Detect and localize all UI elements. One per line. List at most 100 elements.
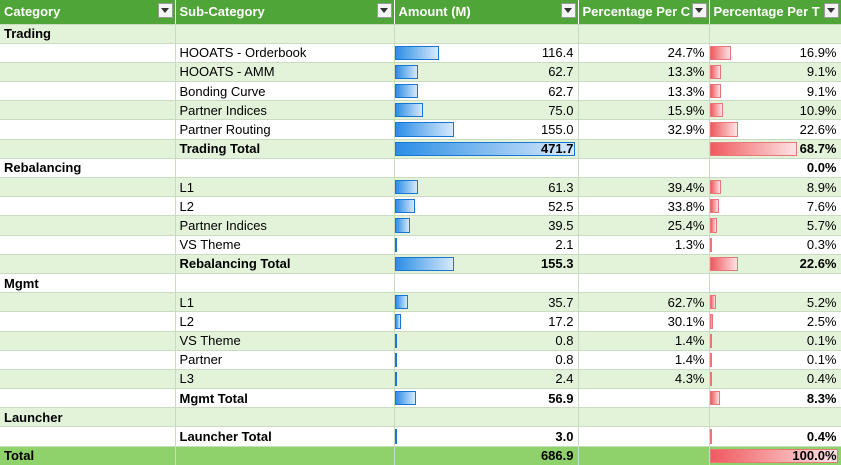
cell-percentage-per-total[interactable] (709, 407, 841, 428)
cell-category[interactable]: Rebalancing (0, 158, 176, 179)
cell-percentage-per-total[interactable]: 0.0% (709, 158, 841, 179)
cell-amount[interactable] (394, 407, 579, 428)
cell-amount[interactable]: 0.8 (394, 331, 579, 351)
cell-category[interactable] (0, 350, 176, 370)
column-header-sub-category[interactable]: Sub-Category (175, 0, 395, 25)
cell-sub-category[interactable] (175, 273, 395, 294)
cell-percentage-per-category[interactable]: 15.9% (578, 100, 710, 121)
cell-category[interactable]: Launcher (0, 407, 176, 428)
cell-percentage-per-category[interactable] (578, 273, 710, 294)
cell-sub-category[interactable]: HOOATS - AMM (175, 62, 395, 83)
cell-percentage-per-total[interactable]: 5.7% (709, 215, 841, 236)
cell-category[interactable] (0, 177, 176, 198)
cell-category[interactable] (0, 235, 176, 255)
cell-amount[interactable]: 17.2 (394, 311, 579, 332)
cell-sub-category[interactable]: VS Theme (175, 235, 395, 255)
cell-percentage-per-category[interactable] (578, 254, 710, 274)
cell-amount[interactable]: 0.8 (394, 350, 579, 370)
cell-percentage-per-total[interactable]: 5.2% (709, 292, 841, 313)
cell-sub-category[interactable]: L2 (175, 311, 395, 332)
cell-amount[interactable]: 35.7 (394, 292, 579, 313)
cell-category[interactable] (0, 292, 176, 313)
cell-category[interactable] (0, 119, 176, 140)
cell-percentage-per-total[interactable]: 100.0% (709, 446, 841, 465)
cell-percentage-per-category[interactable]: 1.3% (578, 235, 710, 255)
cell-amount[interactable]: 471.7 (394, 139, 579, 159)
cell-amount[interactable]: 62.7 (394, 81, 579, 102)
filter-dropdown-icon[interactable] (157, 3, 173, 18)
column-header-percentage-per-category[interactable]: Percentage Per C (578, 0, 710, 25)
cell-percentage-per-category[interactable]: 39.4% (578, 177, 710, 198)
cell-category[interactable] (0, 331, 176, 351)
cell-sub-category[interactable] (175, 407, 395, 428)
cell-percentage-per-total[interactable]: 16.9% (709, 43, 841, 63)
cell-sub-category[interactable] (175, 446, 395, 465)
cell-percentage-per-category[interactable]: 62.7% (578, 292, 710, 313)
cell-amount[interactable]: 62.7 (394, 62, 579, 83)
cell-percentage-per-total[interactable]: 7.6% (709, 196, 841, 217)
column-header-category[interactable]: Category (0, 0, 176, 25)
cell-sub-category[interactable]: Partner Indices (175, 100, 395, 121)
cell-amount[interactable]: 52.5 (394, 196, 579, 217)
cell-percentage-per-total[interactable]: 0.1% (709, 350, 841, 370)
filter-dropdown-icon[interactable] (823, 3, 839, 18)
cell-sub-category[interactable]: Mgmt Total (175, 388, 395, 409)
cell-percentage-per-category[interactable] (578, 24, 710, 44)
cell-percentage-per-total[interactable]: 22.6% (709, 254, 841, 274)
cell-amount[interactable]: 155.0 (394, 119, 579, 140)
cell-sub-category[interactable]: Partner Indices (175, 215, 395, 236)
cell-sub-category[interactable]: Rebalancing Total (175, 254, 395, 274)
cell-percentage-per-total[interactable]: 0.4% (709, 369, 841, 390)
cell-percentage-per-category[interactable]: 24.7% (578, 43, 710, 63)
cell-amount[interactable]: 3.0 (394, 426, 579, 447)
cell-amount[interactable]: 686.9 (394, 446, 579, 465)
cell-amount[interactable]: 61.3 (394, 177, 579, 198)
cell-category[interactable] (0, 196, 176, 217)
cell-percentage-per-category[interactable]: 13.3% (578, 62, 710, 83)
cell-percentage-per-category[interactable] (578, 426, 710, 447)
cell-percentage-per-category[interactable] (578, 446, 710, 465)
cell-category[interactable] (0, 62, 176, 83)
cell-category[interactable] (0, 43, 176, 63)
cell-percentage-per-category[interactable] (578, 139, 710, 159)
filter-dropdown-icon[interactable] (376, 3, 392, 18)
cell-sub-category[interactable]: L1 (175, 292, 395, 313)
cell-sub-category[interactable]: Bonding Curve (175, 81, 395, 102)
cell-percentage-per-total[interactable]: 2.5% (709, 311, 841, 332)
cell-amount[interactable]: 2.1 (394, 235, 579, 255)
cell-percentage-per-category[interactable]: 1.4% (578, 350, 710, 370)
cell-percentage-per-category[interactable] (578, 388, 710, 409)
cell-percentage-per-category[interactable]: 1.4% (578, 331, 710, 351)
cell-amount[interactable] (394, 273, 579, 294)
cell-percentage-per-total[interactable]: 0.4% (709, 426, 841, 447)
filter-dropdown-icon[interactable] (691, 3, 707, 18)
cell-category[interactable] (0, 139, 176, 159)
cell-category[interactable] (0, 254, 176, 274)
cell-percentage-per-total[interactable]: 0.1% (709, 331, 841, 351)
cell-percentage-per-total[interactable]: 9.1% (709, 62, 841, 83)
cell-percentage-per-category[interactable] (578, 407, 710, 428)
cell-percentage-per-total[interactable]: 10.9% (709, 100, 841, 121)
filter-dropdown-icon[interactable] (560, 3, 576, 18)
cell-category[interactable] (0, 100, 176, 121)
column-header-amount[interactable]: Amount (M) (394, 0, 579, 25)
cell-amount[interactable] (394, 24, 579, 44)
cell-percentage-per-total[interactable]: 68.7% (709, 139, 841, 159)
cell-sub-category[interactable]: L2 (175, 196, 395, 217)
cell-percentage-per-total[interactable]: 8.3% (709, 388, 841, 409)
cell-sub-category[interactable]: Launcher Total (175, 426, 395, 447)
cell-category[interactable] (0, 81, 176, 102)
cell-sub-category[interactable]: L1 (175, 177, 395, 198)
cell-sub-category[interactable]: L3 (175, 369, 395, 390)
cell-category[interactable] (0, 426, 176, 447)
cell-category[interactable] (0, 369, 176, 390)
cell-sub-category[interactable]: Partner (175, 350, 395, 370)
cell-category[interactable]: Mgmt (0, 273, 176, 294)
cell-amount[interactable]: 116.4 (394, 43, 579, 63)
cell-amount[interactable]: 75.0 (394, 100, 579, 121)
cell-percentage-per-category[interactable]: 13.3% (578, 81, 710, 102)
cell-amount[interactable]: 56.9 (394, 388, 579, 409)
cell-percentage-per-category[interactable]: 30.1% (578, 311, 710, 332)
cell-amount[interactable]: 2.4 (394, 369, 579, 390)
cell-sub-category[interactable]: HOOATS - Orderbook (175, 43, 395, 63)
